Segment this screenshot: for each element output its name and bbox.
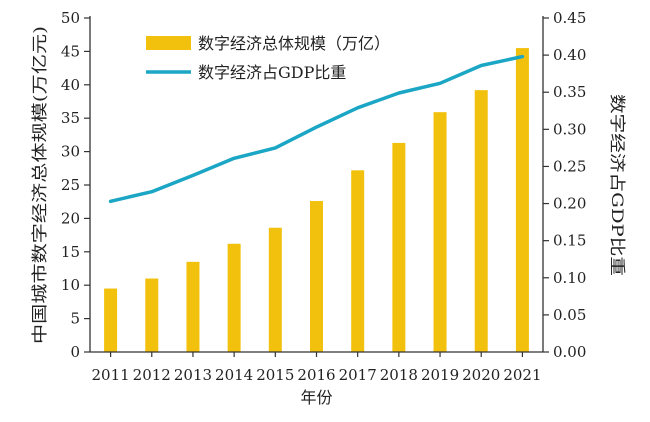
line-point-2011 xyxy=(110,200,112,202)
y-left-tick-label: 45 xyxy=(61,42,80,60)
line-point-2019 xyxy=(439,82,441,84)
x-tick-label: 2019 xyxy=(421,366,459,384)
y-left-tick-label: 25 xyxy=(61,176,80,194)
line-point-2014 xyxy=(233,157,235,159)
x-tick-label: 2011 xyxy=(91,366,129,384)
bar-2017 xyxy=(351,170,365,352)
bar-2015 xyxy=(268,227,282,352)
x-tick-label: 2014 xyxy=(215,366,253,384)
y-left-tick-label: 30 xyxy=(61,143,80,161)
y-left-tick-label: 20 xyxy=(61,209,80,227)
y-right-tick-label: 0.20 xyxy=(553,195,586,213)
y-left-tick-label: 40 xyxy=(61,76,80,94)
x-axis-title: 年份 xyxy=(300,388,332,407)
bar-2012 xyxy=(145,278,159,352)
y-right-tick-label: 0.45 xyxy=(553,9,586,27)
y-left-tick-label: 50 xyxy=(61,9,80,27)
bars-group xyxy=(104,48,529,353)
x-tick-label: 2012 xyxy=(133,366,171,384)
bar-2011 xyxy=(104,288,118,352)
y-axis-left-title: 中国城市数字经济总体规模(万亿元) xyxy=(30,26,49,344)
y-right-tick-label: 0.10 xyxy=(553,269,586,287)
x-tick-label: 2017 xyxy=(339,366,377,384)
line-point-2013 xyxy=(192,174,194,176)
y-right-tick-label: 0.40 xyxy=(553,46,586,64)
y-right-tick-label: 0.30 xyxy=(553,120,586,138)
line-point-2020 xyxy=(480,65,482,67)
line-point-2012 xyxy=(151,191,153,193)
y-right-tick-label: 0.15 xyxy=(553,232,586,250)
y-left-tick-label: 0 xyxy=(70,343,80,361)
bar-2014 xyxy=(227,243,241,352)
line-series-group xyxy=(108,54,525,204)
y-right-tick-label: 0.35 xyxy=(553,83,586,101)
x-tick-label: 2013 xyxy=(174,366,212,384)
bar-2021 xyxy=(515,48,529,353)
legend-label-bar: 数字经济总体规模（万亿） xyxy=(198,34,390,53)
bar-2020 xyxy=(474,90,488,353)
y-right-tick-label: 0.25 xyxy=(553,157,586,175)
y-axis-right-title: 数字经济占GDP比重 xyxy=(608,94,627,276)
x-tick-label: 2021 xyxy=(503,366,541,384)
y-left-tick-label: 15 xyxy=(61,243,80,261)
y-left-tick-label: 10 xyxy=(61,276,80,294)
bar-2019 xyxy=(433,112,447,352)
legend-label-line: 数字经济占GDP比重 xyxy=(198,63,346,82)
legend: 数字经济总体规模（万亿） 数字经济占GDP比重 xyxy=(146,34,390,82)
bar-2016 xyxy=(310,201,323,352)
bar-2018 xyxy=(392,142,406,352)
y-left-tick-label: 35 xyxy=(61,109,80,127)
line-point-2021 xyxy=(521,56,523,58)
line-point-2016 xyxy=(316,126,317,128)
legend-swatch-bar xyxy=(146,36,191,50)
y-right-tick-label: 0.00 xyxy=(553,343,586,361)
y-left-tick-label: 5 xyxy=(70,310,80,328)
line-point-2018 xyxy=(398,92,400,94)
y-right-tick-label: 0.05 xyxy=(553,306,586,324)
x-tick-label: 2015 xyxy=(256,366,294,384)
line-point-2017 xyxy=(357,107,359,109)
line-point-2015 xyxy=(274,147,276,149)
x-tick-label: 2020 xyxy=(462,366,500,384)
axes-group: 0 5 10 15 20 25 30 35 40 45 50 0.00 0.05 0.10 0.15 0.20… xyxy=(61,9,587,384)
x-tick-label: 2016 xyxy=(297,366,335,384)
x-tick-label: 2018 xyxy=(380,366,418,384)
bar-2013 xyxy=(186,261,200,352)
